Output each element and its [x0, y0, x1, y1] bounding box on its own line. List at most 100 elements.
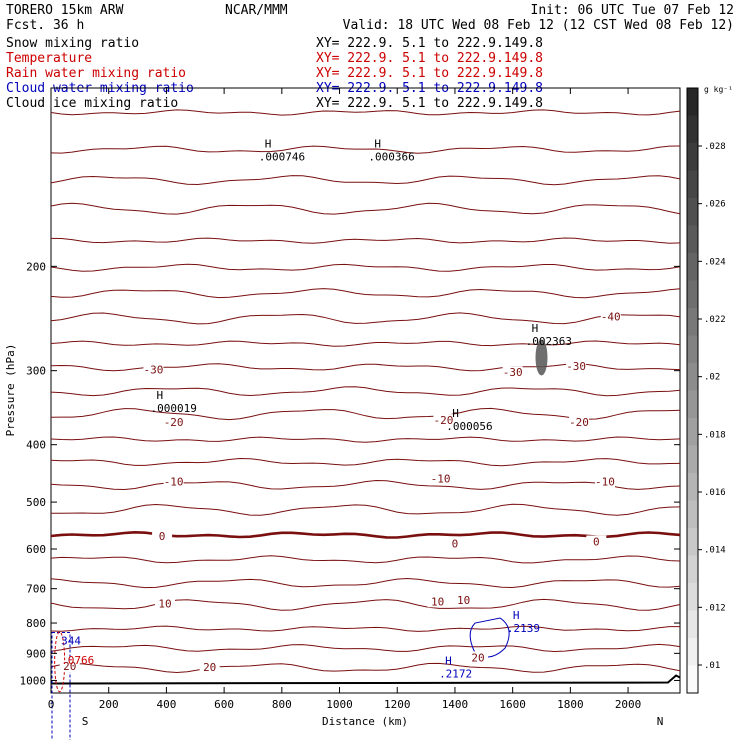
colorbar-tick-label: .028 — [704, 142, 726, 152]
y-tick-label: 900 — [26, 647, 46, 660]
contour-label-bg — [163, 416, 184, 429]
surface-line — [50, 674, 681, 685]
y-tick-label: 300 — [26, 365, 46, 378]
colorbar-segment — [687, 583, 698, 611]
field-xy: XY= 222.9. 5.1 to 222.9.149.8 — [316, 66, 543, 81]
header-right-line1: Init: 06 UTC Tue 07 Feb 12 — [531, 3, 735, 18]
extremum-marker: H — [452, 407, 459, 420]
extremum-value: .2139 — [507, 622, 540, 635]
field-name: Rain water mixing ratio — [6, 66, 186, 81]
extremum-value: .2172 — [439, 668, 472, 681]
contour-label: 20 — [471, 651, 484, 664]
x-tick-label: 400 — [156, 698, 176, 711]
header-right-line2: Valid: 18 UTC Wed 08 Feb 12 (12 CST Wed … — [343, 18, 734, 33]
isotherm-201hpa — [50, 263, 681, 272]
contour-label-bg — [600, 310, 621, 323]
colorbar-tick-label: .018 — [704, 430, 726, 440]
extremum-value: .0766 — [61, 654, 94, 667]
colorbar-segment — [687, 555, 698, 584]
colorbar-segment — [687, 253, 698, 281]
field-name: Snow mixing ratio — [6, 36, 139, 51]
extremum-value: .000746 — [259, 151, 305, 164]
contour-label: -20 — [433, 414, 453, 427]
colorbar-segment — [687, 170, 698, 199]
field-xy: XY= 222.9. 5.1 to 222.9.149.8 — [316, 36, 543, 51]
extremum-value: .000019 — [151, 402, 197, 415]
contour-label: 10 — [158, 598, 171, 611]
field-legend: Snow mixing ratio XY= 222.9. 5.1 to 222.… — [6, 36, 543, 111]
colorbar-segment — [687, 528, 698, 556]
contour-labels: -30 -30 -40 -30 -20 -20 -20 -10 -10 -10 0 0 0 10 10 10 2… — [59, 310, 621, 674]
isotherm-952hpa — [50, 662, 681, 674]
colorbar-unit: g kg⁻¹ — [704, 85, 733, 94]
contour-label: 0 — [159, 530, 166, 543]
y-tick-label: 800 — [26, 617, 46, 630]
contour-label: 10 — [431, 595, 444, 608]
colorbar-segment — [687, 390, 698, 419]
contour-label: -40 — [601, 311, 621, 324]
colorbar-segment — [687, 280, 698, 309]
contour-label-bg — [468, 651, 489, 664]
y-tick-label: 500 — [26, 496, 46, 509]
isotherm-110hpa — [50, 109, 681, 116]
contour-label-bg — [154, 597, 175, 610]
x-tick-label: 200 — [99, 698, 119, 711]
terrain-surface-line — [50, 674, 681, 685]
contour-label: 20 — [63, 660, 76, 673]
y-tick-label: 200 — [26, 260, 46, 273]
isotherm-392hpa — [50, 436, 681, 443]
x-end-label-right: N — [657, 715, 664, 728]
colorbar-tick-label: .026 — [704, 200, 726, 210]
plot-frame — [50, 87, 681, 694]
colorbar-segment — [687, 610, 698, 639]
extremum-value: 344 — [61, 635, 81, 648]
isotherm-568hpa — [50, 530, 681, 539]
colorbar-segment — [687, 198, 698, 226]
isotherm-270hpa — [50, 340, 681, 347]
isotherm-428hpa — [50, 457, 681, 467]
extremum-marker: H — [532, 322, 539, 335]
colorbar-segment — [687, 225, 698, 254]
isotherm-222hpa — [50, 288, 681, 299]
y-axis-label: Pressure (hPa) — [4, 344, 17, 437]
colorbar-segment — [687, 363, 698, 391]
field-name: Temperature — [6, 51, 92, 66]
cloud-ice-shaded-core — [535, 339, 548, 376]
contour-label-bg — [444, 537, 465, 550]
extremum-marker: H — [513, 609, 520, 622]
y-tick-label: 700 — [26, 583, 46, 596]
extremum-marker: H — [445, 655, 452, 668]
contour-label: -10 — [431, 473, 451, 486]
contour-label-bg — [566, 360, 587, 373]
header-center-line1: NCAR/MMM — [225, 3, 288, 18]
isotherm-685hpa — [50, 577, 681, 589]
contour-label-bg — [502, 366, 523, 379]
contour-label-bg — [569, 416, 590, 429]
contour-label-bg — [427, 595, 448, 608]
header-left-line2: Fcst. 36 h — [6, 18, 84, 33]
isotherm-127hpa — [50, 145, 681, 154]
contour-label: 0 — [452, 538, 459, 551]
field-xy: XY= 222.9. 5.1 to 222.9.149.8 — [316, 96, 543, 111]
colorbar-tick-label: .022 — [704, 315, 726, 325]
colorbar-segment — [687, 143, 698, 171]
contour-label: -20 — [569, 416, 589, 429]
contour-label: -30 — [143, 364, 163, 377]
contour-label-bg — [163, 475, 184, 488]
extremum-marker: H — [265, 138, 272, 151]
colorbar-tick-label: .014 — [704, 546, 726, 556]
extremum-value: .002363 — [526, 335, 572, 348]
x-tick-label: 600 — [214, 698, 234, 711]
x-axis-label: Distance (km) — [322, 715, 408, 728]
contour-label: -10 — [164, 475, 184, 488]
contour-label-bg — [594, 475, 615, 488]
temperature-contours — [50, 109, 681, 674]
cloud-water-contour — [469, 617, 510, 658]
y-tick-label: 1000 — [20, 674, 47, 687]
contour-label: 0 — [593, 535, 600, 548]
contour-label-bg — [430, 472, 451, 485]
colorbar: .01 .012 .014 .016 .018 .02 .022 .024 .026 .028 — [686, 87, 726, 694]
x-tick-label: 2000 — [615, 698, 642, 711]
